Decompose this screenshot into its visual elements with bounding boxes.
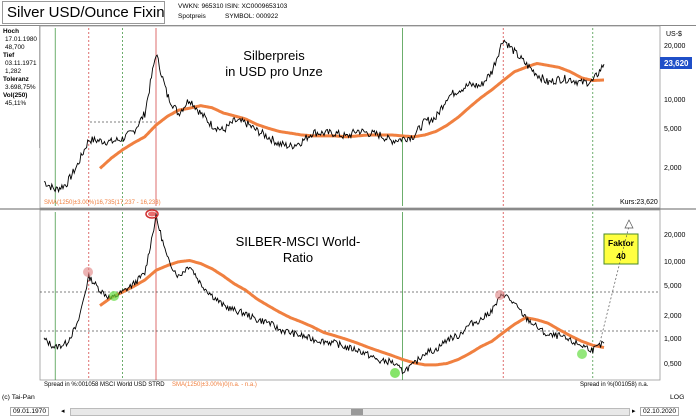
header-bar: Silver USD/Ounce Fixing VWKN: 965310 Spo… xyxy=(0,0,696,26)
top-chart-title-1: Silberpreis xyxy=(243,48,305,63)
top-kurs-label: Kurs:23,620 xyxy=(620,199,658,206)
bottom-tick-10: 10,000 xyxy=(664,259,686,266)
scroll-left-arrow-icon[interactable]: ◂ xyxy=(61,408,65,415)
peak-highlight-1980 xyxy=(145,209,159,219)
volatility-value: 45,11% xyxy=(5,100,27,107)
bottom-chart-title-2: Ratio xyxy=(283,250,313,265)
top-tick-20: 20,000 xyxy=(664,43,686,50)
top-panel-frame xyxy=(39,25,661,209)
low-value: 1,282 xyxy=(5,68,21,75)
bottom-tick-5: 5,000 xyxy=(664,283,682,290)
bottom-legend-right: Spread in %(001058) n.a. xyxy=(580,382,649,388)
current-price-badge xyxy=(660,57,692,69)
tolerance-value: 3.698,75% xyxy=(5,84,36,91)
faktor-value: 40 xyxy=(616,251,626,261)
top-chart-title-2: in USD pro Unze xyxy=(225,64,323,79)
top-sma-legend: SMA(1250|±3.00%)16,735(17,237 - 16,233) xyxy=(44,200,161,206)
isin-label: ISIN: XC0009653103 xyxy=(225,3,288,10)
time-scrollbar[interactable] xyxy=(70,408,630,416)
bottom-sma-line xyxy=(99,258,605,367)
time-scrollbar-thumb[interactable] xyxy=(351,409,363,415)
low-label: Tief xyxy=(3,52,15,59)
brand-label: (c) Tai-Pan xyxy=(2,394,35,401)
trough-highlight-2019 xyxy=(577,349,587,359)
event-markers xyxy=(54,28,594,380)
footer: (c) Tai-Pan LOG 09.01.1970 ◂ ▸ 02.10.202… xyxy=(0,391,696,419)
tolerance-label: Toleranz xyxy=(3,76,29,83)
trough-highlight-1976 xyxy=(109,291,119,301)
volatility-label: Vol(250) xyxy=(3,92,28,99)
high-value: 48,700 xyxy=(5,44,25,51)
bottom-panel-frame xyxy=(39,209,661,381)
top-currency-label: US-$ xyxy=(666,31,682,38)
bottom-tick-1: 1,000 xyxy=(664,336,682,343)
chart-canvas: Silberpreis in USD pro Unze SILBER-MSCI … xyxy=(0,25,696,388)
top-tick-2: 2,000 xyxy=(664,165,682,172)
stats-sidebar: Hoch 17.01.1980 48,700 Tief 03.11.1971 1… xyxy=(0,26,40,148)
instrument-type: Spotpreis xyxy=(178,13,206,20)
end-date-field[interactable]: 02.10.2020 xyxy=(640,407,680,416)
faktor-label: Faktor xyxy=(608,238,635,248)
bottom-tick-2: 2,000 xyxy=(664,313,682,320)
peak-highlight-2011 xyxy=(495,290,505,300)
start-date-field[interactable]: 09.01.1970 xyxy=(10,407,50,416)
low-date: 03.11.1971 xyxy=(5,60,37,67)
bottom-legend-left: Spread in %:001058 MSCI World USD STRD xyxy=(44,382,165,388)
current-price-value: 23,620 xyxy=(664,59,689,68)
bottom-ratio-line xyxy=(43,213,605,375)
bottom-tick-05: 0,500 xyxy=(664,361,682,368)
trough-highlight-2001 xyxy=(390,368,400,378)
peak-fill-1980 xyxy=(148,211,156,217)
wkn-label: VWKN: 965310 xyxy=(178,3,224,10)
top-tick-10: 10,000 xyxy=(664,97,686,104)
high-date: 17.01.1980 xyxy=(5,36,37,43)
scroll-right-arrow-icon[interactable]: ▸ xyxy=(632,408,636,415)
bottom-chart-title-1: SILBER-MSCI World- xyxy=(236,234,361,249)
bottom-legend-sma: SMA(1250|±3.00%)0(n.a. - n.a.) xyxy=(172,382,257,388)
faktor-arrow-head xyxy=(624,219,634,229)
top-sma-line xyxy=(98,61,604,170)
top-price-line xyxy=(43,39,605,194)
bottom-tick-20: 20,000 xyxy=(664,232,686,239)
top-tick-5: 5,000 xyxy=(664,126,682,133)
instrument-title: Silver USD/Ounce Fixing xyxy=(2,1,165,24)
peak-highlight-1974 xyxy=(83,267,93,277)
symbol-label: SYMBOL: 000922 xyxy=(225,13,279,20)
log-scale-toggle[interactable]: LOG xyxy=(670,394,685,401)
high-label: Hoch xyxy=(3,28,19,35)
